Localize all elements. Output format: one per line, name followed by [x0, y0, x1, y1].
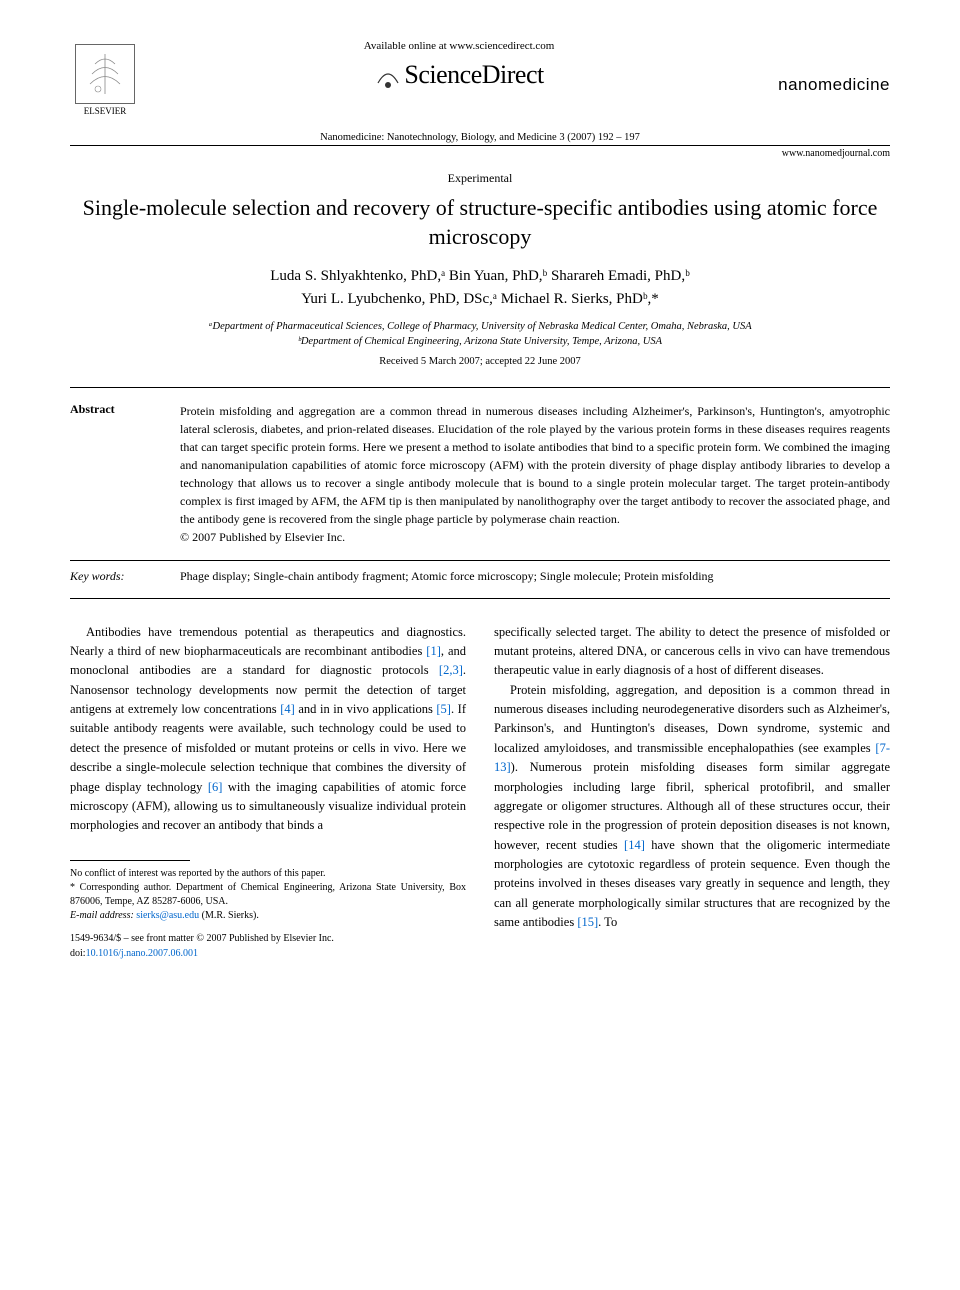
elsevier-label: ELSEVIER — [84, 106, 127, 116]
header-row: ELSEVIER Available online at www.science… — [70, 40, 890, 120]
journal-url: www.nanomedjournal.com — [70, 148, 890, 159]
keywords-text: Phage display; Single-chain antibody fra… — [180, 569, 714, 584]
article-dates: Received 5 March 2007; accepted 22 June … — [70, 356, 890, 367]
elsevier-logo: ELSEVIER — [70, 40, 140, 120]
sciencedirect-logo: ScienceDirect — [140, 60, 778, 91]
body-para-2: Protein misfolding, aggregation, and dep… — [494, 681, 890, 933]
keywords-label: Key words: — [70, 569, 180, 584]
body-columns: Antibodies have tremendous potential as … — [70, 623, 890, 962]
affiliation-b: ᵇDepartment of Chemical Engineering, Ari… — [70, 335, 890, 350]
email-label: E-mail address: — [70, 910, 134, 921]
article-title: Single-molecule selection and recovery o… — [70, 194, 890, 251]
body-para-1-cont: specifically selected target. The abilit… — [494, 623, 890, 681]
footnote-conflict: No conflict of interest was reported by … — [70, 867, 466, 881]
ref-link-15[interactable]: [15] — [577, 915, 598, 929]
footnote-corresponding: * Corresponding author. Department of Ch… — [70, 881, 466, 909]
abstract-block: Abstract Protein misfolding and aggregat… — [70, 402, 890, 546]
authors: Luda S. Shlyakhtenko, PhD,ᵃ Bin Yuan, Ph… — [70, 265, 890, 310]
authors-line-1: Luda S. Shlyakhtenko, PhD,ᵃ Bin Yuan, Ph… — [70, 265, 890, 288]
available-online-text: Available online at www.sciencedirect.co… — [140, 40, 778, 52]
doi-line: 1549-9634/$ – see front matter © 2007 Pu… — [70, 931, 466, 962]
email-name: (M.R. Sierks). — [202, 910, 259, 921]
authors-line-2: Yuri L. Lyubchenko, PhD, DSc,ᵃ Michael R… — [70, 288, 890, 311]
abstract-copyright: © 2007 Published by Elsevier Inc. — [180, 530, 345, 544]
section-label: Experimental — [70, 171, 890, 186]
elsevier-tree-icon — [75, 44, 135, 104]
abstract-bottom-rule — [70, 598, 890, 599]
abstract-mid-rule — [70, 560, 890, 561]
footnote-email: E-mail address: sierks@asu.edu (M.R. Sie… — [70, 909, 466, 923]
abstract-top-rule — [70, 387, 890, 388]
abstract-label: Abstract — [70, 402, 180, 546]
sciencedirect-swoosh-icon — [374, 63, 402, 91]
affiliations: ᵃDepartment of Pharmaceutical Sciences, … — [70, 320, 890, 349]
abstract-body: Protein misfolding and aggregation are a… — [180, 404, 890, 526]
body-para-1: Antibodies have tremendous potential as … — [70, 623, 466, 836]
ref-link-1[interactable]: [1] — [426, 644, 441, 658]
center-header: Available online at www.sciencedirect.co… — [140, 40, 778, 91]
column-left: Antibodies have tremendous potential as … — [70, 623, 466, 962]
column-right: specifically selected target. The abilit… — [494, 623, 890, 962]
abstract-text: Protein misfolding and aggregation are a… — [180, 402, 890, 546]
doi-label: doi: — [70, 948, 86, 959]
ref-link-6[interactable]: [6] — [208, 780, 223, 794]
footnote-divider — [70, 860, 190, 861]
affiliation-a: ᵃDepartment of Pharmaceutical Sciences, … — [70, 320, 890, 335]
doi-link[interactable]: 10.1016/j.nano.2007.06.001 — [86, 948, 199, 959]
ref-link-4[interactable]: [4] — [280, 702, 295, 716]
keywords-block: Key words: Phage display; Single-chain a… — [70, 569, 890, 584]
ref-link-5[interactable]: [5] — [436, 702, 451, 716]
email-link[interactable]: sierks@asu.edu — [136, 910, 199, 921]
header-rule — [70, 145, 890, 146]
citation-line: Nanomedicine: Nanotechnology, Biology, a… — [70, 132, 890, 143]
front-matter: 1549-9634/$ – see front matter © 2007 Pu… — [70, 931, 466, 947]
journal-brand: nanomedicine — [778, 40, 890, 95]
sciencedirect-text: ScienceDirect — [404, 60, 543, 89]
footnotes: No conflict of interest was reported by … — [70, 867, 466, 923]
ref-link-14[interactable]: [14] — [624, 838, 645, 852]
ref-link-2-3[interactable]: [2,3] — [439, 663, 463, 677]
